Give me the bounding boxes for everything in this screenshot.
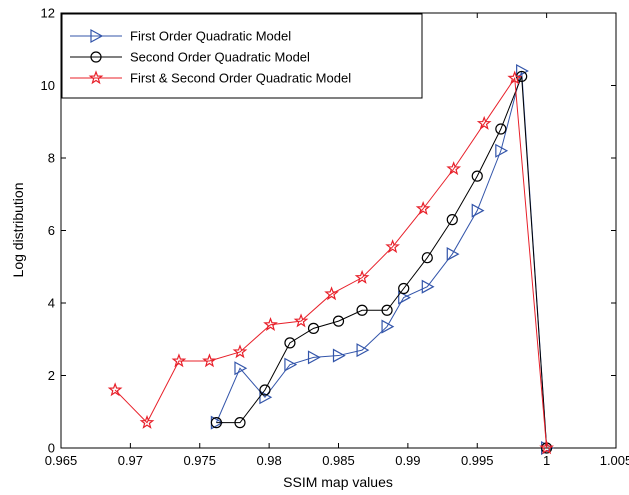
series-3-point [107,382,123,397]
series-2-point [284,337,296,349]
legend-box [61,13,423,99]
series-2-point [210,417,222,429]
x-tick-label: 0.995 [461,453,494,468]
legend-marker [90,51,102,63]
series-3-point [139,414,155,429]
series-1-point [332,348,346,363]
series-3-point [232,344,248,359]
series-1-point [446,247,460,262]
x-tick-label: 0.99 [395,453,420,468]
series-2-line [216,76,548,449]
legend-marker [88,70,104,85]
legend-label: First & Second Order Quadratic Model [130,71,351,86]
x-tick-label: 0.98 [256,453,281,468]
y-tick-label: 4 [48,296,55,311]
x-tick-label: 0.965 [45,453,78,468]
series-1-point [516,63,529,79]
axis-ticks: 0.965 0.97 0.975 0.98 0.985 0.99 0.995 1 1.005 0 2… [41,6,629,469]
series-3-point [263,317,278,331]
series-3-point [354,269,370,284]
x-tick-label: 0.975 [183,453,216,468]
series-2-point [495,123,507,135]
series-1-point [421,279,435,294]
x-axis-title: SSIM map values [283,474,393,490]
series-3-point [415,201,431,215]
series-3-point [324,286,339,301]
legend: First Order Quadratic Model Second Order … [61,13,423,99]
y-tick-label: 2 [48,368,55,383]
series-1-point [398,290,411,305]
x-tick-label: 1 [543,453,550,468]
x-tick-label: 0.985 [322,453,355,468]
series-3 [107,70,554,455]
x-tick-label: 1.005 [600,453,629,468]
series-1-point [307,350,321,365]
series-2-point [471,170,483,182]
series-2-point [356,304,368,316]
legend-label: Second Order Quadratic Model [130,50,310,65]
series-2-point [259,384,271,396]
series-3-point [507,70,523,85]
series-2-point [234,417,246,429]
series-1-point [471,203,485,218]
legend-label: First Order Quadratic Model [130,29,291,44]
series-2-point [421,252,433,264]
series-2-point [446,214,458,226]
series-2 [210,70,553,454]
series-2-point [332,315,345,327]
series-2-point [307,322,320,334]
series-3-point [171,353,187,368]
series-3-point [539,440,554,455]
series-3-line [114,76,548,449]
series-3-point [446,161,462,176]
series-1-line [215,70,548,449]
y-tick-label: 10 [41,78,55,93]
series-2-point [398,282,410,295]
y-tick-label: 12 [41,6,55,21]
series-1-point [495,143,509,158]
x-tick-label: 0.97 [118,453,143,468]
legend-marker [90,28,104,44]
series-3-point [385,239,400,254]
series-1-point [356,343,370,358]
series-2-point [381,304,393,316]
series-1-point [284,357,298,372]
series-1-point [381,319,395,334]
y-tick-label: 0 [48,441,55,456]
series-3-point [202,353,217,368]
series-1-point [234,361,248,376]
y-axis-title: Log distribution [10,183,26,278]
y-tick-label: 8 [48,151,55,166]
series-layer [107,63,554,456]
series-3-point [293,313,309,328]
y-tick-label: 6 [48,223,55,238]
series-3-point [476,115,492,130]
